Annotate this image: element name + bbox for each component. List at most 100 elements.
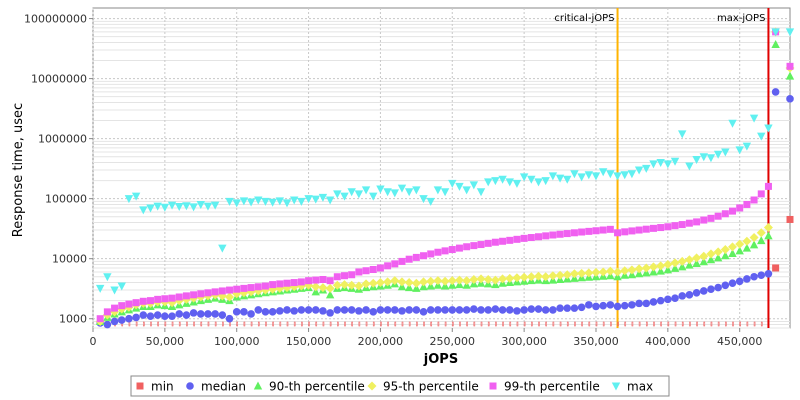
data-point: [735, 146, 744, 155]
data-point: [440, 276, 450, 286]
data-point: [250, 321, 253, 327]
data-point: [308, 321, 310, 327]
data-point: [437, 321, 440, 327]
data-point: [620, 301, 629, 310]
data-point: [505, 306, 514, 314]
data-point: [103, 308, 111, 316]
data-point: [326, 309, 334, 317]
x-tick-label: 100,000: [214, 335, 260, 348]
x-tick-label: 350,000: [573, 335, 619, 348]
data-point: [606, 301, 615, 309]
data-point: [275, 197, 285, 206]
data-point: [721, 148, 730, 157]
y-axis-ticks: 1000 10000 100000 1000000 10000000 100000000: [24, 13, 93, 326]
data-point: [469, 181, 479, 190]
data-point: [598, 267, 608, 277]
data-point: [225, 292, 235, 302]
data-point: [552, 321, 555, 327]
data-point: [340, 272, 348, 280]
data-point: [599, 301, 607, 310]
data-point: [483, 274, 493, 284]
data-point: [749, 114, 759, 123]
data-point: [713, 253, 723, 262]
data-point: [681, 321, 684, 327]
series-min: [99, 215, 794, 327]
data-point: [692, 289, 701, 297]
data-point: [657, 224, 665, 232]
data-point: [562, 270, 572, 280]
data-point: [135, 321, 138, 327]
data-point: [634, 269, 644, 278]
series-max: [95, 28, 795, 295]
data-point: [225, 197, 234, 206]
marker-label: max-jOPS: [717, 13, 765, 24]
data-point: [491, 305, 500, 313]
series-layer: [95, 27, 795, 329]
data-point: [477, 306, 485, 314]
data-point: [362, 306, 370, 314]
data-point: [311, 282, 321, 292]
data-point: [685, 291, 694, 299]
data-point: [534, 178, 543, 187]
data-point: [168, 294, 176, 302]
data-point: [448, 179, 457, 188]
data-point: [707, 214, 715, 222]
data-point: [757, 236, 766, 245]
data-point: [376, 264, 384, 272]
legend-swatch: [611, 382, 621, 391]
data-point: [117, 282, 126, 291]
data-point: [340, 192, 349, 201]
data-point: [257, 321, 260, 327]
data-point: [555, 174, 565, 183]
legend-label: min: [151, 380, 174, 394]
data-point: [545, 321, 547, 327]
legend-label: 95-th percentile: [383, 380, 479, 394]
data-point: [139, 297, 147, 305]
data-point: [240, 284, 248, 292]
data-point: [268, 198, 277, 207]
data-point: [325, 283, 335, 293]
data-point: [186, 321, 188, 327]
data-point: [326, 277, 334, 285]
data-point: [325, 196, 335, 205]
data-point: [405, 255, 413, 263]
data-point: [333, 273, 341, 281]
data-point: [757, 271, 766, 280]
legend-label: median: [201, 380, 246, 394]
data-point: [427, 250, 435, 258]
data-point: [239, 197, 249, 206]
data-point: [390, 306, 399, 314]
data-point: [541, 306, 550, 314]
data-point: [743, 275, 751, 283]
data-point: [254, 196, 263, 205]
data-point: [182, 202, 191, 211]
data-point: [387, 321, 389, 327]
data-point: [462, 306, 471, 314]
data-point: [297, 278, 305, 286]
data-point: [319, 307, 327, 315]
data-point: [394, 321, 397, 327]
data-point: [617, 321, 619, 327]
data-point: [720, 245, 730, 255]
data-point: [620, 171, 629, 180]
data-point: [200, 321, 203, 327]
data-point: [168, 312, 176, 321]
data-point: [383, 306, 392, 314]
data-point: [211, 288, 219, 296]
data-point: [261, 197, 270, 206]
data-point: [742, 236, 752, 246]
data-point: [279, 321, 282, 327]
legend-swatch: [253, 381, 263, 390]
data-point: [574, 321, 576, 327]
data-point: [339, 280, 349, 290]
data-point: [125, 300, 133, 308]
data-point: [570, 170, 579, 179]
data-point: [131, 192, 141, 201]
data-point: [735, 246, 744, 255]
legend-label: 90-th percentile: [269, 380, 365, 394]
data-point: [297, 306, 306, 314]
data-point: [692, 259, 701, 268]
data-point: [426, 197, 435, 206]
data-point: [684, 255, 694, 265]
data-point: [455, 244, 463, 252]
